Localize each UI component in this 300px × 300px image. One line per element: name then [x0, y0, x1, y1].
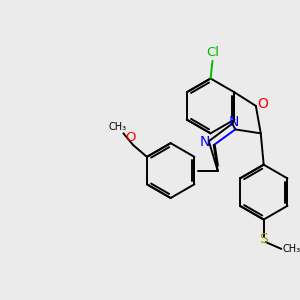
Text: S: S — [259, 232, 268, 246]
Text: Cl: Cl — [206, 46, 219, 59]
Text: O: O — [125, 131, 136, 144]
Text: O: O — [257, 97, 268, 111]
Text: N: N — [200, 135, 210, 149]
Text: CH₃: CH₃ — [282, 244, 300, 254]
Text: N: N — [229, 115, 239, 129]
Text: CH₃: CH₃ — [109, 122, 127, 133]
